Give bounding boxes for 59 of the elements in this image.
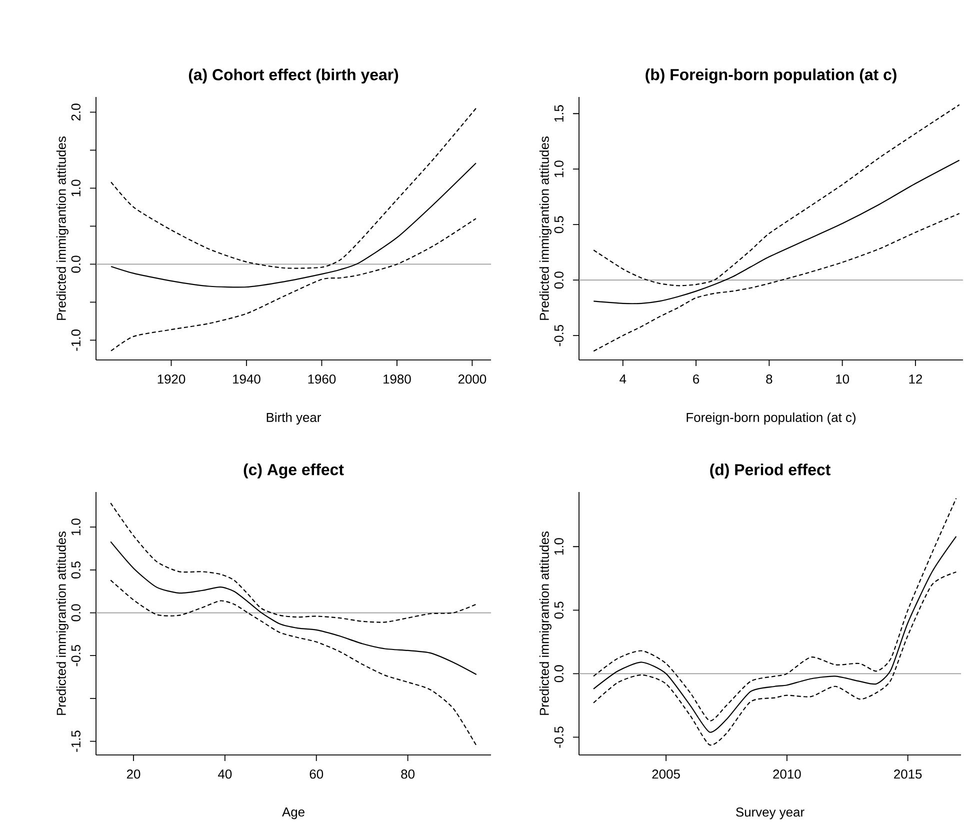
y-tick-label: -1.5 (71, 730, 80, 752)
y-tick-label: 1.5 (554, 105, 564, 122)
y-axis-title: Predicted immigrantion attitudes (56, 136, 68, 320)
y-tick-label: -1.0 (71, 330, 80, 351)
line-series (110, 218, 477, 352)
y-tick-label: 0.0 (71, 604, 80, 622)
line-series (110, 580, 477, 746)
line-series (592, 498, 957, 722)
x-tick-label: 8 (766, 374, 772, 384)
x-tick-label: 20 (126, 770, 140, 779)
x-tick-label: 1980 (384, 374, 411, 384)
line-series (110, 162, 477, 288)
chart-title: (a) Cohort effect (birth year) (188, 68, 398, 84)
line-series (592, 571, 957, 746)
y-tick-label: -0.5 (71, 644, 80, 666)
y-tick-label: 0.0 (554, 665, 564, 682)
chart-title: (c) Age effect (244, 464, 344, 478)
x-tick-label: 12 (909, 374, 922, 384)
y-tick-label: 0.5 (554, 216, 564, 234)
x-tick-label: 2015 (894, 770, 922, 779)
x-tick-label: 4 (620, 374, 626, 384)
x-axis-title: Survey year (736, 808, 804, 820)
line-series (592, 536, 957, 733)
chart-title: (b) Foreign-born population (at c) (646, 68, 896, 84)
line-series (593, 104, 960, 286)
y-tick-label: 1.0 (554, 160, 564, 178)
x-tick-label: 6 (693, 374, 700, 384)
y-axis-title: Predicted immigrantion attitudes (539, 531, 552, 715)
x-tick-label: 1960 (308, 374, 336, 384)
y-tick-label: -0.5 (554, 324, 564, 346)
x-tick-label: 2000 (458, 374, 486, 384)
x-tick-label: 1920 (158, 374, 186, 384)
y-tick-label: 1.0 (554, 538, 564, 555)
x-axis-title: Age (282, 808, 304, 820)
line-series (593, 212, 960, 352)
line-series (110, 108, 477, 269)
x-tick-label: 40 (218, 770, 232, 779)
y-tick-label: 1.0 (71, 518, 80, 536)
y-tick-label: 2.0 (71, 104, 80, 121)
y-tick-label: 0.5 (71, 561, 80, 578)
line-series (110, 502, 477, 623)
x-axis-title: Foreign-born population (at c) (686, 412, 856, 425)
x-tick-label: 2010 (773, 770, 801, 779)
y-tick-label: 0.0 (71, 256, 80, 273)
y-tick-label: -0.5 (554, 726, 564, 748)
x-tick-label: 60 (310, 770, 324, 779)
line-series (593, 160, 960, 304)
x-tick-label: 80 (401, 770, 415, 779)
y-tick-label: 0.0 (554, 272, 564, 289)
y-axis-title: Predicted immigrantion attitudes (56, 531, 68, 715)
x-tick-label: 10 (836, 374, 850, 384)
x-tick-label: 2005 (652, 770, 680, 779)
chart-title: (d) Period effect (710, 464, 830, 478)
y-tick-label: 0.5 (554, 602, 564, 619)
y-axis-title: Predicted immigrantion attitudes (539, 136, 552, 320)
y-tick-label: 1.0 (71, 180, 80, 196)
x-tick-label: 1940 (233, 374, 260, 384)
x-axis-title: Birth year (266, 412, 321, 425)
line-series (110, 541, 477, 676)
